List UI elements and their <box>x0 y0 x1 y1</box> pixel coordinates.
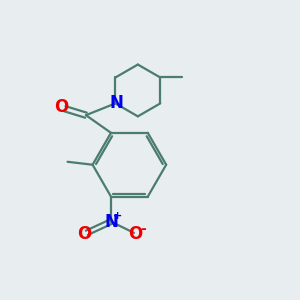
Text: O: O <box>54 98 68 116</box>
Text: -: - <box>140 222 146 236</box>
Text: +: + <box>113 211 122 221</box>
Text: O: O <box>77 225 92 243</box>
Text: N: N <box>105 213 118 231</box>
Text: N: N <box>109 94 123 112</box>
Text: O: O <box>128 225 142 243</box>
